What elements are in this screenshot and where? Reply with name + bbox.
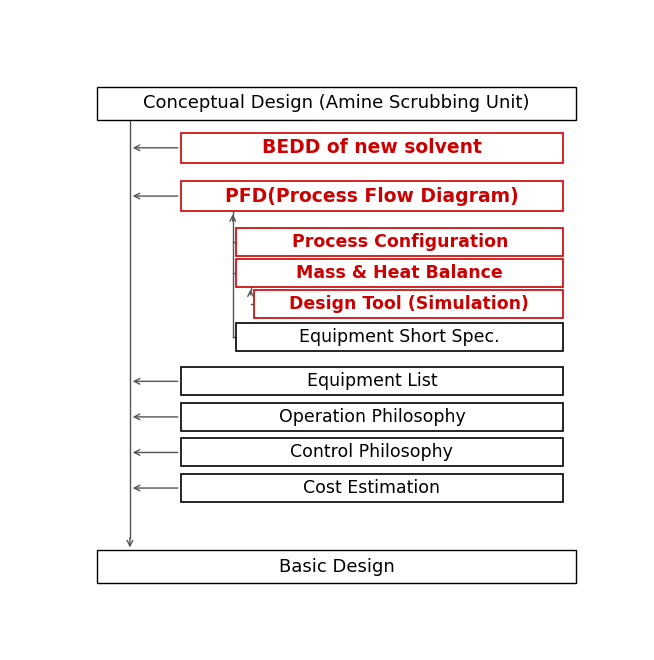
Bar — [254, 290, 563, 317]
Text: Mass & Heat Balance: Mass & Heat Balance — [296, 263, 503, 282]
Text: Basic Design: Basic Design — [279, 558, 394, 576]
Bar — [97, 550, 576, 583]
Bar — [181, 181, 563, 211]
Text: Design Tool (Simulation): Design Tool (Simulation) — [288, 294, 528, 313]
Bar — [181, 133, 563, 163]
Text: Equipment List: Equipment List — [307, 372, 438, 390]
Bar — [236, 323, 563, 351]
Text: Process Configuration: Process Configuration — [292, 232, 508, 251]
Bar — [181, 438, 563, 467]
Bar — [97, 87, 576, 120]
Text: Operation Philosophy: Operation Philosophy — [279, 408, 465, 426]
Bar — [181, 474, 563, 502]
Text: BEDD of new solvent: BEDD of new solvent — [262, 139, 482, 157]
Text: Control Philosophy: Control Philosophy — [290, 444, 453, 461]
Bar — [236, 259, 563, 286]
Text: Cost Estimation: Cost Estimation — [303, 479, 440, 497]
Bar — [236, 228, 563, 255]
Text: PFD(Process Flow Diagram): PFD(Process Flow Diagram) — [225, 187, 519, 205]
Text: Equipment Short Spec.: Equipment Short Spec. — [300, 328, 500, 346]
Text: Conceptual Design (Amine Scrubbing Unit): Conceptual Design (Amine Scrubbing Unit) — [143, 94, 530, 112]
Bar — [181, 368, 563, 395]
Bar — [181, 403, 563, 431]
